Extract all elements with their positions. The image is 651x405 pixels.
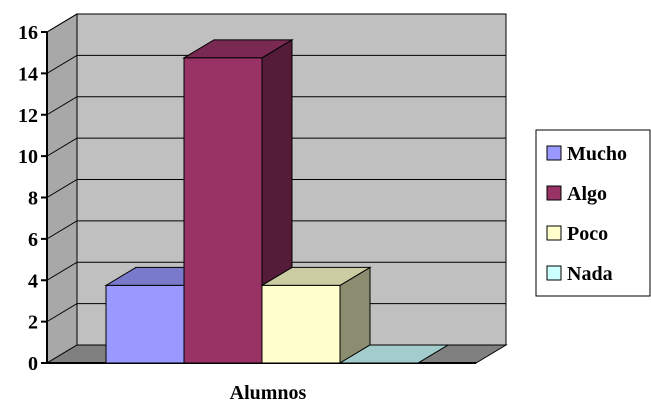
gridlines xyxy=(46,13,506,323)
legend-swatch-poco xyxy=(546,225,562,241)
y-tick-label: 0 xyxy=(28,353,38,375)
y-tick-label: 10 xyxy=(18,146,38,168)
legend-label-algo: Algo xyxy=(567,183,607,205)
legend-swatch-algo xyxy=(546,185,562,201)
y-tick-label: 12 xyxy=(18,105,38,127)
gridline xyxy=(46,220,506,240)
bar-poco xyxy=(260,266,372,364)
gridline xyxy=(46,261,506,281)
legend: Mucho Algo Poco Nada xyxy=(535,129,651,297)
y-tick-label: 8 xyxy=(28,188,38,210)
gridline xyxy=(46,54,506,74)
legend-swatch-mucho xyxy=(546,145,562,161)
y-tick-label: 4 xyxy=(28,270,38,292)
y-tick-label: 14 xyxy=(18,63,38,85)
legend-label-mucho: Mucho xyxy=(567,143,627,165)
y-tick-label: 6 xyxy=(28,229,38,251)
bar-front xyxy=(261,284,341,364)
bar-nada xyxy=(338,344,450,364)
gridline xyxy=(46,13,506,33)
x-axis-label: Alumnos xyxy=(230,382,307,404)
legend-swatch-nada xyxy=(546,265,562,281)
legend-label-poco: Poco xyxy=(567,223,608,245)
bar-front xyxy=(105,284,185,364)
y-tick-labels: 0 2 4 6 8 10 12 14 16 xyxy=(18,22,38,375)
legend-label-nada: Nada xyxy=(567,263,613,285)
bar-front xyxy=(183,57,263,364)
y-tick-label: 2 xyxy=(28,312,38,334)
gridline xyxy=(46,179,506,198)
bars xyxy=(104,38,450,364)
bar-top xyxy=(338,344,450,364)
gridline xyxy=(46,96,506,116)
gridline xyxy=(46,137,506,157)
y-tick-label: 16 xyxy=(18,22,38,44)
